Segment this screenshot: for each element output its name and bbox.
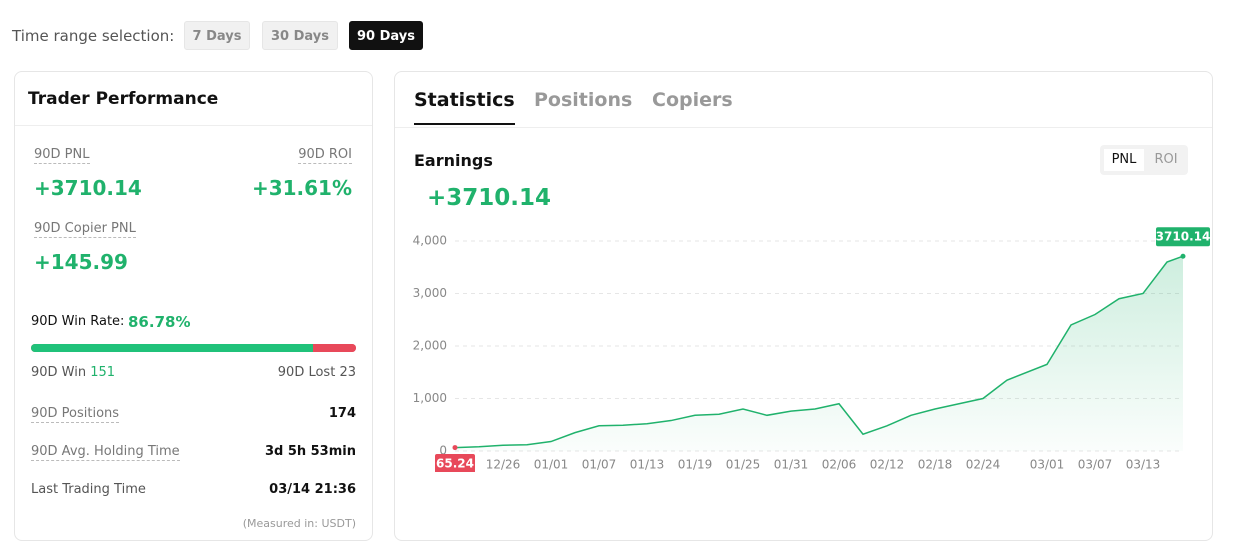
- win-bar-segment: [313, 344, 356, 352]
- earnings-value: +3710.14: [427, 185, 552, 211]
- divider: [395, 127, 1212, 128]
- page: {"time_range":{"label":"Time range selec…: [12, 21, 1213, 541]
- start-point: [452, 445, 458, 451]
- stat-label: 90D Copier PNL: [34, 221, 136, 238]
- start-badge: [435, 454, 475, 472]
- x-tick-label: 03/07: [1078, 458, 1113, 472]
- range-button[interactable]: 7 Days: [184, 21, 250, 50]
- row-value: 3d 5h 53min: [264, 444, 356, 459]
- x-tick-label: 02/12: [870, 458, 905, 472]
- earnings-chart: 0 1,000 2,000 3,000 4,000 12/26 01/01 01/07 01/1…: [413, 227, 1211, 472]
- stat-value: +145.99: [34, 250, 128, 274]
- range-button[interactable]: 30 Days: [262, 21, 338, 50]
- row-label: 90D Avg. Holding Time: [31, 444, 180, 461]
- row-label: Last Trading Time: [31, 482, 146, 497]
- performance-card: Trader Performance 90D PNL +3710.14 90D …: [14, 71, 373, 541]
- win-rate-label: 90D Win Rate:: [31, 314, 125, 329]
- x-tick-label: 01/07: [582, 458, 617, 472]
- win-bar-segment: [31, 344, 314, 352]
- earnings-title: Earnings: [414, 151, 493, 170]
- x-tick-label: 01/19: [678, 458, 713, 472]
- row-label: 90D Positions: [31, 406, 120, 423]
- x-tick-label: 01/31: [774, 458, 809, 472]
- lost-count: 23: [339, 365, 356, 380]
- end-badge: [1156, 227, 1210, 247]
- start-label: 65.24: [436, 457, 474, 471]
- toggle-option[interactable]: ROI: [1154, 152, 1178, 167]
- toggle-option[interactable]: PNL: [1104, 149, 1144, 171]
- y-tick-label: 0: [439, 444, 447, 458]
- x-tick-label: 02/18: [918, 458, 953, 472]
- y-tick-label: 2,000: [413, 339, 447, 353]
- end-point: [1180, 253, 1186, 259]
- card-title: Trader Performance: [28, 89, 219, 109]
- line: [454, 255, 1184, 449]
- stat-row: 90D Positions 174: [31, 406, 356, 423]
- end-label: 3710.14: [1156, 230, 1211, 244]
- lost-label: 90D Lost: [277, 365, 336, 380]
- x-tick-label: 01/01: [534, 458, 569, 472]
- note: (Measured in: USDT): [242, 517, 356, 530]
- y-tick-label: 1,000: [413, 391, 447, 405]
- tab[interactable]: Copiers: [652, 89, 733, 111]
- y-tick-label: 4,000: [413, 234, 447, 248]
- win-text: 90D Win 151: [31, 365, 115, 380]
- stat-label: 90D PNL: [34, 147, 90, 164]
- range-label: Time range selection:: [12, 27, 175, 45]
- win-bar: [31, 344, 356, 352]
- row-value: 174: [328, 406, 356, 421]
- x-tick-label: 03/01: [1030, 458, 1065, 472]
- win-count: 151: [90, 365, 116, 380]
- stat-row: 90D Avg. Holding Time 3d 5h 53min: [31, 444, 356, 461]
- area: [455, 256, 1183, 451]
- x-tick-label: 12/26: [486, 458, 521, 472]
- x-tick-label: 02/24: [966, 458, 1001, 472]
- row-value: 03/14 21:36: [269, 482, 356, 497]
- divider: [15, 125, 372, 126]
- range-button[interactable]: 90 Days: [349, 21, 423, 50]
- stat-row: Last Trading Time 03/14 21:36: [31, 482, 356, 497]
- x-tick-label: 01/25: [726, 458, 761, 472]
- x-tick-label: 03/13: [1126, 458, 1161, 472]
- tab[interactable]: Statistics: [414, 89, 515, 125]
- stat-value: +31.61%: [251, 176, 352, 200]
- stat-value: +3710.14: [34, 176, 142, 200]
- win-rate: 86.78%: [128, 313, 191, 331]
- win-label: 90D Win: [31, 365, 87, 380]
- toggle: PNL ROI: [1100, 145, 1188, 175]
- stat-label: 90D ROI: [298, 147, 352, 164]
- statistics-card: Statistics Positions Copiers Earnings +3…: [394, 71, 1213, 541]
- x-tick-label: 02/06: [822, 458, 857, 472]
- lost-text: 90D Lost 23: [278, 365, 356, 380]
- y-tick-label: 3,000: [413, 286, 447, 300]
- tab[interactable]: Positions: [534, 89, 633, 111]
- x-tick-label: 01/13: [630, 458, 665, 472]
